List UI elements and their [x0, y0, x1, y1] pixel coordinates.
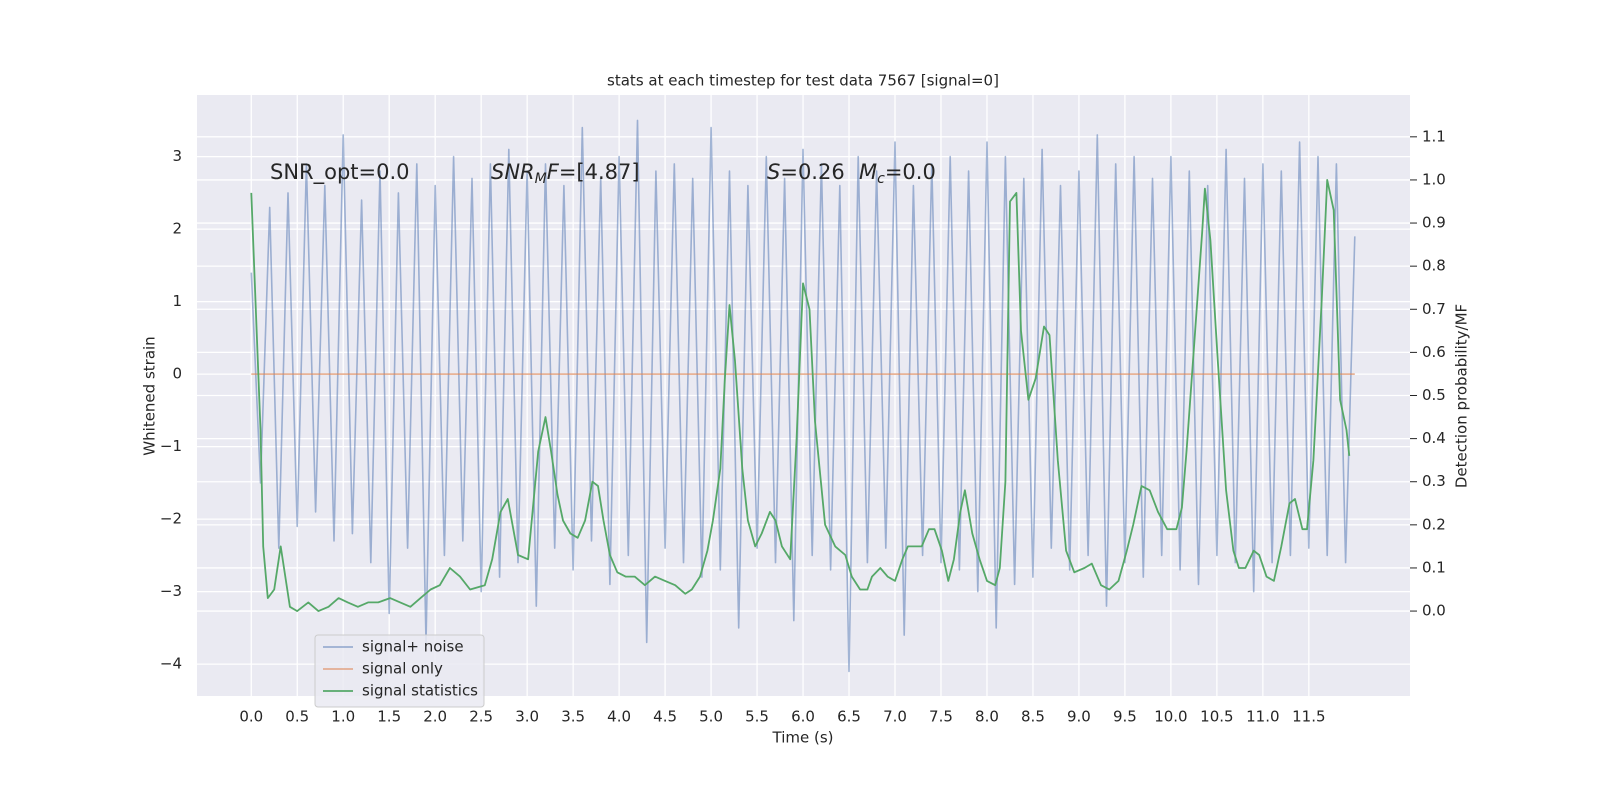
legend-label: signal+ noise — [362, 638, 464, 656]
x-tick-label: 1.5 — [377, 708, 401, 726]
x-tick-label: 5.5 — [745, 708, 769, 726]
y-tick-label: −2 — [160, 510, 182, 528]
x-tick-label: 3.0 — [515, 708, 539, 726]
y-tick-label: −3 — [160, 582, 182, 600]
x-tick-label: 5.0 — [699, 708, 723, 726]
annotation-part: S — [767, 160, 780, 184]
y2-axis-label: Detection probability/MF — [1453, 304, 1471, 488]
x-tick-label: 4.0 — [607, 708, 631, 726]
y-tick-label: 0 — [172, 365, 182, 383]
annotation-part: =0.0 — [885, 160, 936, 184]
y-tick-label: 1 — [172, 292, 182, 310]
x-tick-label: 0.5 — [285, 708, 309, 726]
y-tick-label: 2 — [172, 220, 182, 238]
annotation-part: c — [877, 171, 885, 187]
y2-tick-label: 1.0 — [1422, 170, 1446, 188]
legend-label: signal only — [362, 660, 443, 678]
annotation-part: SNR_opt=0.0 — [270, 160, 410, 185]
x-tick-label: 3.5 — [561, 708, 585, 726]
annotation-part: F — [547, 160, 560, 184]
y-tick-label: −4 — [160, 655, 182, 673]
y2-tick-label: 0.1 — [1422, 558, 1446, 576]
x-tick-label: 4.5 — [653, 708, 677, 726]
series-line — [250, 119, 1356, 673]
x-tick-label: 8.0 — [975, 708, 999, 726]
x-tick-label: 2.5 — [469, 708, 493, 726]
x-tick-label: 0.0 — [239, 708, 263, 726]
x-tick-label: 9.5 — [1113, 708, 1137, 726]
x-tick-label: 10.0 — [1154, 708, 1187, 726]
y2-tick-label: 0.7 — [1422, 300, 1446, 318]
x-tick-label: 10.5 — [1200, 708, 1233, 726]
y-axis-label: Whitened strain — [141, 336, 159, 455]
y2-tick-label: 1.1 — [1422, 127, 1446, 145]
x-tick-label: 11.0 — [1246, 708, 1279, 726]
x-tick-label: 1.0 — [331, 708, 355, 726]
chart-title: stats at each timestep for test data 756… — [607, 72, 999, 90]
x-axis-label: Time (s) — [772, 729, 834, 747]
y-tick-label: −1 — [160, 437, 182, 455]
x-tick-label: 9.0 — [1067, 708, 1091, 726]
annotation: SNR_opt=0.0 — [270, 160, 410, 185]
x-tick-label: 7.5 — [929, 708, 953, 726]
y2-tick-label: 0.2 — [1422, 515, 1446, 533]
annotation: SNRMF=[4.87] — [491, 160, 640, 187]
x-tick-label: 11.5 — [1292, 708, 1325, 726]
x-tick-label: 7.0 — [883, 708, 907, 726]
y2-tick-label: 0.5 — [1422, 386, 1446, 404]
y2-tick-label: 0.4 — [1422, 429, 1446, 447]
y2-tick-label: 0.0 — [1422, 602, 1446, 620]
annotation-part: M — [859, 160, 877, 184]
x-tick-label: 6.5 — [837, 708, 861, 726]
annotation-part: =[4.87] — [559, 160, 640, 184]
x-tick-label: 6.0 — [791, 708, 815, 726]
annotation-part: =0.26 — [780, 160, 844, 184]
y2-tick-label: 0.8 — [1422, 257, 1446, 275]
y-tick-label: 3 — [172, 147, 182, 165]
y2-tick-label: 0.6 — [1422, 343, 1446, 361]
annotation-part: SNR — [491, 160, 535, 184]
x-tick-label: 2.0 — [423, 708, 447, 726]
y2-tick-label: 0.9 — [1422, 214, 1446, 232]
y2-tick-label: 0.3 — [1422, 472, 1446, 490]
annotation: Mc=0.0 — [859, 160, 936, 187]
annotation-part: M — [535, 171, 547, 187]
legend-box — [314, 634, 485, 708]
annotation: S=0.26 — [767, 160, 845, 184]
legend-label: signal statistics — [362, 682, 478, 700]
series-line — [250, 179, 1351, 612]
x-tick-label: 8.5 — [1021, 708, 1045, 726]
